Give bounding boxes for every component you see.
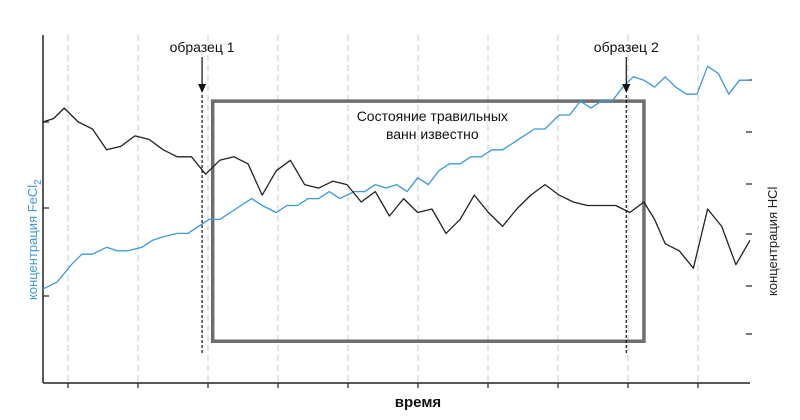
sample-arrow-head-1 [198, 84, 207, 93]
y-axis-right-ticks [746, 79, 752, 335]
sample-annotations: образец 1 образец 2 [170, 39, 659, 354]
y-axis-left-label: концентрация FeCl2 [25, 179, 44, 300]
y-axis-left-label-subscript: 2 [33, 179, 44, 185]
sample-label-1: образец 1 [170, 39, 235, 55]
grid-lines [67, 35, 699, 383]
x-axis-label: время [395, 394, 441, 411]
box-text-line1: Состояние травильных [357, 108, 508, 124]
y-axis-right-label: концентрация HCl [765, 186, 780, 296]
series-lines [42, 65, 751, 290]
x-axis-ticks [67, 383, 699, 388]
sample-arrow-head-2 [622, 84, 631, 93]
known-state-rect [210, 99, 646, 343]
series-line-fecl2 [42, 65, 750, 290]
y-axis-left-ticks [43, 121, 49, 297]
known-state-box: Состояние травильных ванн известно [210, 99, 646, 343]
sample-label-2: образец 2 [594, 39, 659, 55]
y-axis-left-label-main: концентрация FeCl [25, 185, 40, 300]
axes [42, 35, 752, 388]
box-text-line2: ванн известно [386, 126, 479, 142]
series-line-hcl [42, 107, 751, 269]
